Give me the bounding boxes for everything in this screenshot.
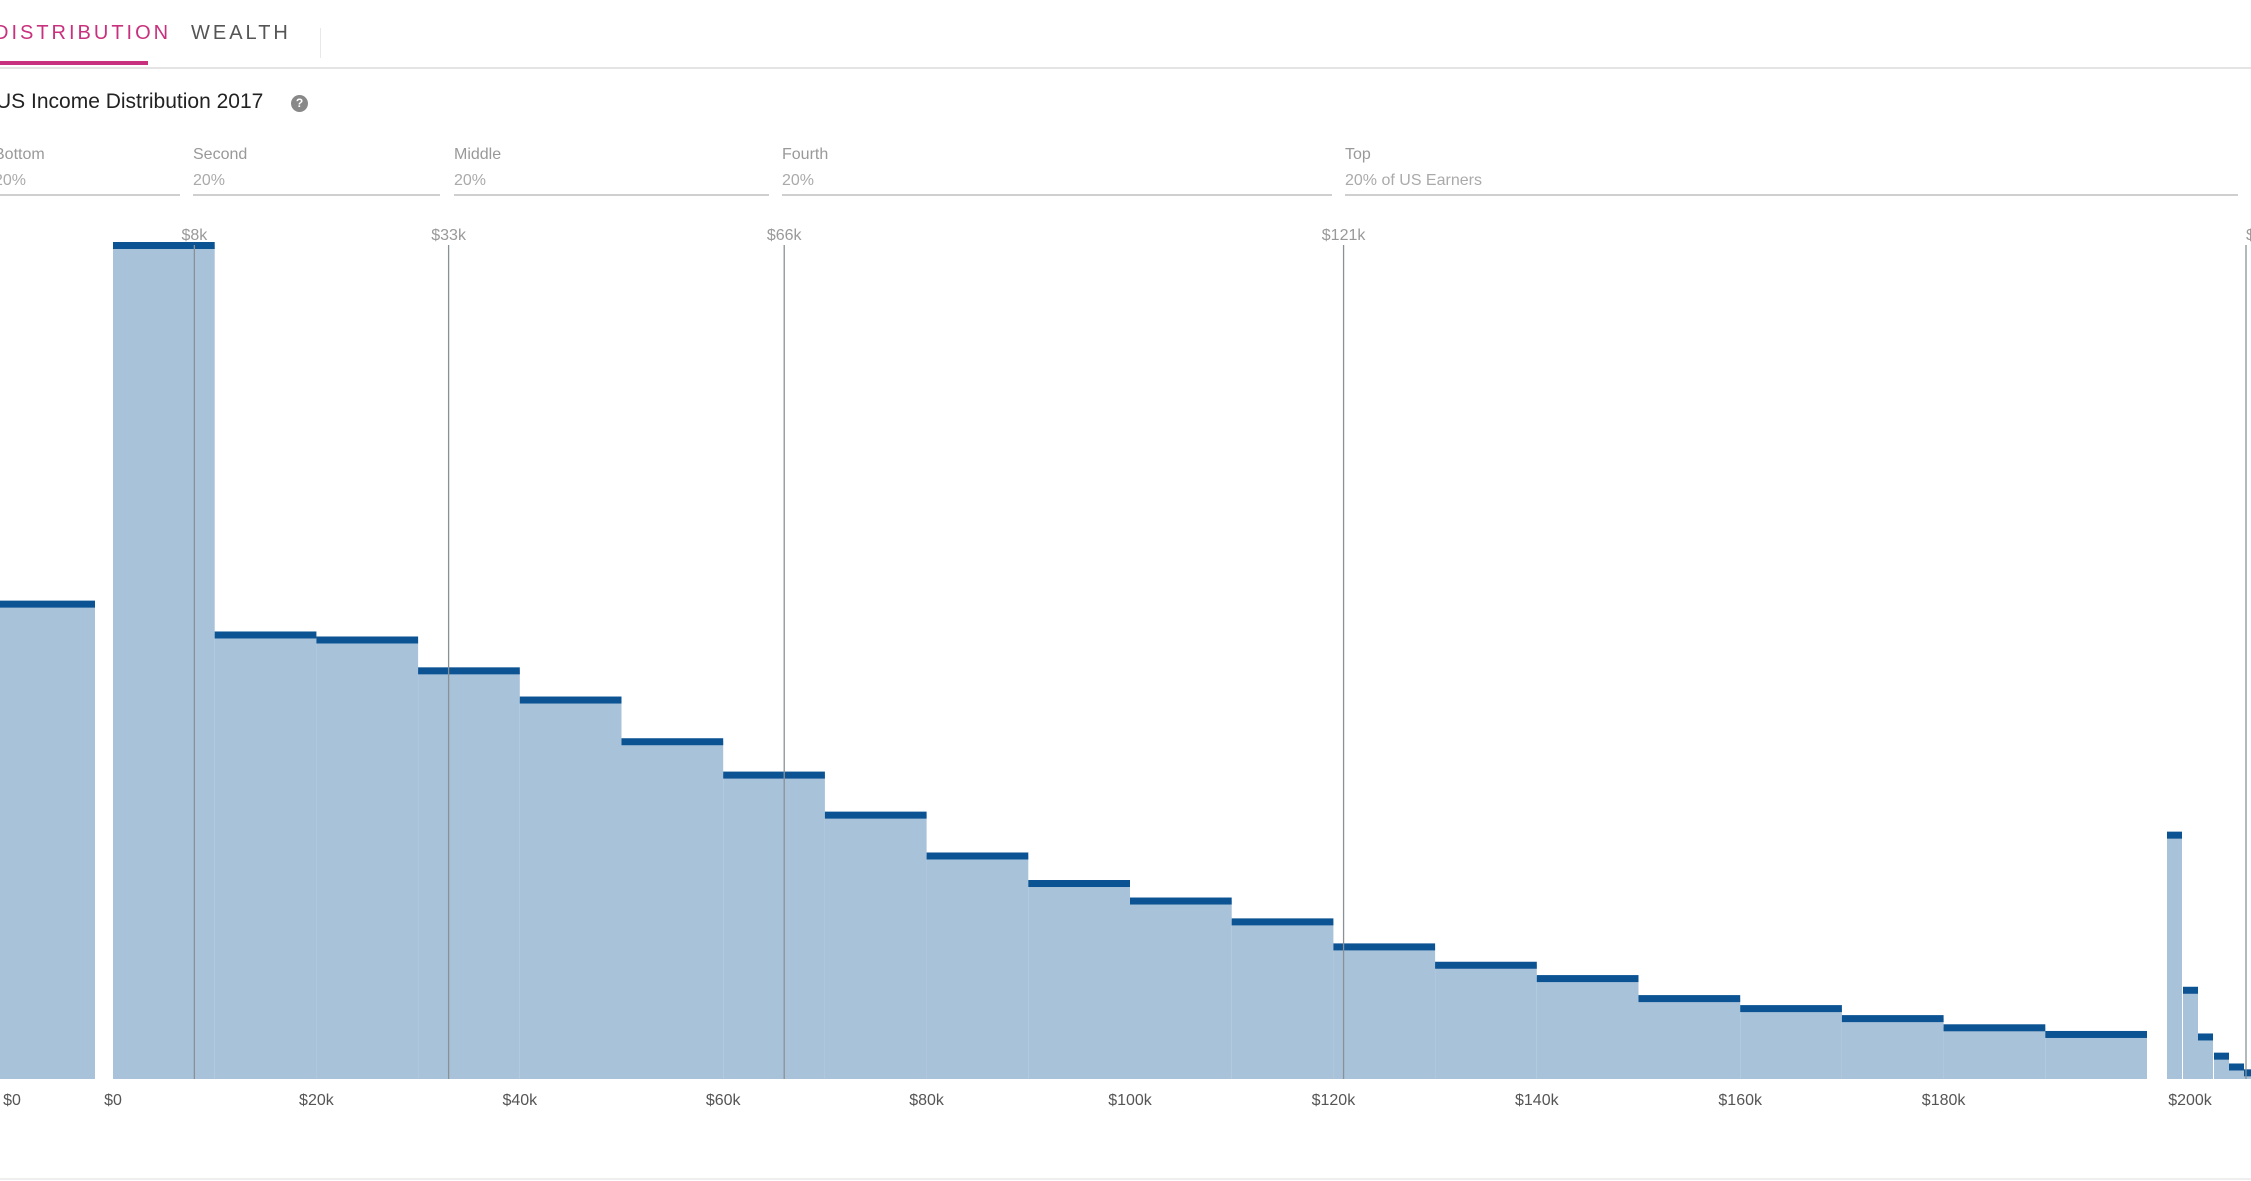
x-tick-label-1: $20k: [299, 1092, 335, 1109]
quintile-share: 20%: [0, 172, 27, 189]
bar-bin-4: [519, 699, 622, 1079]
bar-bin-2: [316, 639, 419, 1079]
bar-bin-17: [1841, 1018, 1944, 1079]
bar-bin-10-cap: [1130, 897, 1232, 905]
bar-bin-15: [1638, 998, 1741, 1079]
active-tab-indicator: [0, 61, 148, 65]
bar-bin-6: [723, 774, 825, 1079]
bar-bin-1-cap: [214, 631, 317, 639]
bar-bin-18: [1943, 1027, 2046, 1079]
quintile-share: 20% of US Earners: [1345, 172, 1482, 189]
bar-bin-6-cap: [723, 771, 825, 779]
question-circle-icon[interactable]: ?: [291, 95, 308, 112]
bar-tail-3-cap: [2214, 1052, 2229, 1060]
quintile-name: Middle: [454, 146, 502, 163]
threshold-label-1: $33k: [431, 227, 467, 244]
bar-bin-12: [1333, 946, 1436, 1079]
x-tick-label-5: $100k: [1108, 1092, 1153, 1109]
bar-bin-16-cap: [1740, 1005, 1842, 1013]
bar-bin-5: [621, 741, 724, 1079]
bar-tail-3: [2214, 1055, 2229, 1079]
x-tick-label-8: $160k: [1718, 1092, 1763, 1109]
x-tick-label-10: $200k: [2168, 1092, 2213, 1109]
quintile-second: Second 20%: [193, 146, 440, 196]
tab-wealth[interactable]: WEALTH: [191, 22, 291, 44]
bar-bin-18-cap: [1943, 1024, 2046, 1032]
quintile-name: Second: [193, 146, 248, 163]
bar-bin-14: [1536, 978, 1639, 1079]
quintile-share: 20%: [193, 172, 226, 189]
quintile-top: Top 20% of US Earners: [1345, 146, 2238, 196]
bar-bin-5-cap: [621, 738, 724, 746]
bar-bin-13: [1435, 964, 1537, 1079]
quintile-share: 20%: [454, 172, 487, 189]
bar-tail-4-cap: [2229, 1063, 2244, 1071]
bottom-divider: [0, 1178, 2251, 1180]
bar-bin-7: [824, 814, 927, 1079]
bar-bin-9: [1028, 883, 1130, 1079]
bar-negative-income-cap: [0, 600, 95, 608]
tab-distribution[interactable]: DISTRIBUTION: [0, 22, 172, 44]
tab-bar: DISTRIBUTION WEALTH: [0, 0, 2251, 69]
bar-bin-16: [1740, 1008, 1842, 1079]
bar-bin-4-cap: [519, 696, 622, 704]
bar-bin-14-cap: [1536, 975, 1639, 983]
quintile-bottom: Bottom 20%: [0, 146, 180, 196]
quintile-share: 20%: [782, 172, 815, 189]
threshold-label-4: $74: [2246, 227, 2251, 244]
bar-tail-5-cap: [2244, 1069, 2251, 1077]
quintile-name: Bottom: [0, 146, 45, 163]
bar-bin-11: [1231, 921, 1334, 1079]
x-tick-label-3: $60k: [706, 1092, 742, 1109]
x-tick-label-7: $140k: [1515, 1092, 1560, 1109]
threshold-label-2: $66k: [767, 227, 803, 244]
bar-bin-8: [926, 855, 1029, 1079]
bar-tail-2-cap: [2198, 1033, 2213, 1041]
threshold-label-3: $121k: [1322, 227, 1367, 244]
bar-bin-15-cap: [1638, 995, 1741, 1003]
bar-tail-2: [2198, 1036, 2213, 1079]
bar-tail-0-cap: [2167, 831, 2182, 839]
bar-tail-1: [2183, 989, 2198, 1079]
quintile-name: Top: [1345, 146, 1371, 163]
x-tick-label-9: $180k: [1922, 1092, 1967, 1109]
bar-tail-0: [2167, 834, 2182, 1079]
x-tick-label-4: $80k: [909, 1092, 945, 1109]
bar-bin-17-cap: [1841, 1015, 1944, 1023]
quintile-middle: Middle 20%: [454, 146, 769, 196]
bar-tail-1-cap: [2183, 986, 2198, 994]
quintile-name: Fourth: [782, 146, 829, 163]
bar-bin-12-cap: [1333, 943, 1436, 951]
bar-bin-1: [214, 634, 317, 1079]
quintile-fourth: Fourth 20%: [782, 146, 1332, 196]
bar-bin-0: [113, 245, 215, 1079]
bar-bin-19: [2045, 1033, 2147, 1079]
x-tick-label-2: $40k: [502, 1092, 538, 1109]
bar-bin-0-cap: [113, 242, 215, 249]
bar-bin-2-cap: [316, 636, 419, 644]
bar-bin-13-cap: [1435, 961, 1537, 969]
bar-bin-19-cap: [2045, 1030, 2147, 1038]
bar-bin-8-cap: [926, 852, 1029, 860]
x-tick-label-negative: $0: [3, 1092, 21, 1109]
bar-bin-11-cap: [1231, 918, 1334, 926]
bar-negative-income: [0, 603, 95, 1079]
chart-title: US Income Distribution 2017: [0, 90, 264, 113]
bar-bin-10: [1130, 900, 1232, 1079]
x-tick-label-6: $120k: [1312, 1092, 1357, 1109]
bar-bin-9-cap: [1028, 880, 1130, 888]
bar-bin-7-cap: [824, 811, 927, 819]
tab-divider: [320, 28, 321, 58]
threshold-label-0: $8k: [181, 227, 208, 244]
bar-bin-3: [418, 670, 520, 1079]
bar-bin-3-cap: [418, 667, 520, 675]
x-tick-label-0: $0: [104, 1092, 122, 1109]
